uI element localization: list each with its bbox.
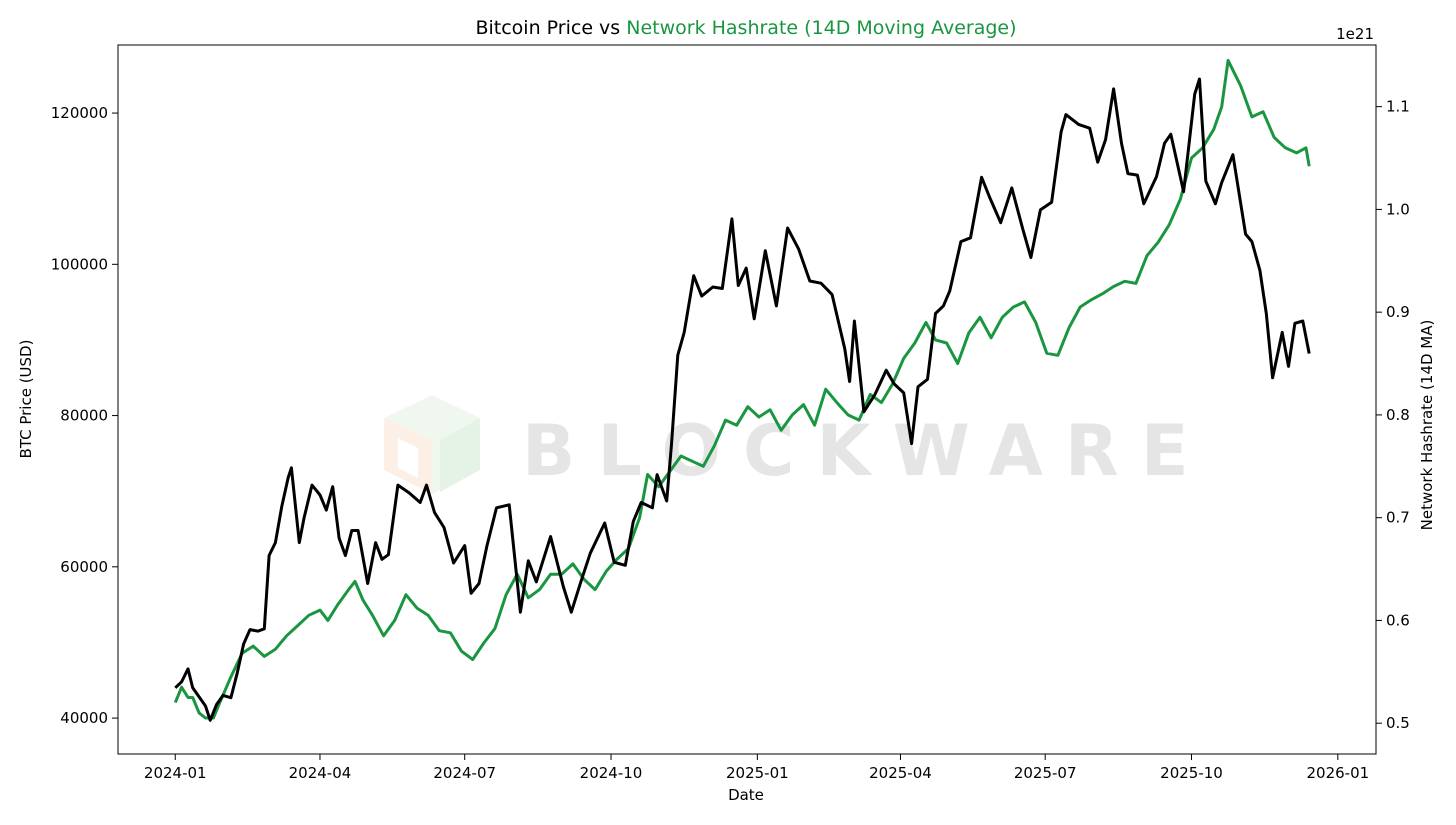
y-right-tick-label: 1.0 (1386, 200, 1410, 218)
chart-title-part2: Network Hashrate (14D Moving Average) (626, 17, 1016, 39)
plot-frame (117, 44, 1377, 755)
y-left-tick-label: 100000 (51, 255, 108, 273)
x-tick-label: 2025-10 (1160, 764, 1223, 782)
y-right-tick-label: 0.8 (1386, 406, 1410, 424)
x-tick-label: 2025-04 (869, 764, 932, 782)
hashrate-series-line (173, 58, 1311, 720)
y-left-tick-label: 40000 (60, 709, 108, 727)
y-right-tick-label: 0.7 (1386, 509, 1410, 527)
x-tick-label: 2025-07 (1014, 764, 1077, 782)
price-series-line (174, 77, 1311, 722)
y-axis-right-label: Network Hashrate (14D MA) (1418, 320, 1436, 531)
y-axis-left-ticks: 40000 60000 80000 100000 120000 (51, 104, 118, 727)
y-right-tick-label: 0.9 (1386, 303, 1410, 321)
x-tick-label: 2024-04 (289, 764, 352, 782)
watermark-text: BLOCKWARE (522, 410, 1211, 492)
x-tick-label: 2025-01 (726, 764, 789, 782)
y-axis-left-label: BTC Price (USD) (17, 340, 35, 459)
x-tick-label: 2024-10 (580, 764, 643, 782)
y-right-tick-label: 1.1 (1386, 98, 1410, 116)
x-axis-label: Date (728, 786, 764, 804)
y-right-tick-label: 0.6 (1386, 611, 1410, 629)
y-left-tick-label: 80000 (60, 407, 108, 425)
y-left-tick-label: 120000 (51, 104, 108, 122)
y-axis-right-offset-label: 1e21 (1336, 25, 1374, 43)
x-axis-ticks: 2024-01 2024-04 2024-07 2024-10 2025-01 2025-… (144, 754, 1369, 782)
x-tick-label: 2024-01 (144, 764, 207, 782)
x-tick-label: 2024-07 (433, 764, 496, 782)
chart-title: Bitcoin Price vs Network Hashrate (14D M… (475, 17, 1016, 39)
y-right-tick-label: 0.5 (1386, 714, 1410, 732)
chart-title-part1: Bitcoin Price vs (475, 17, 626, 39)
x-tick-label: 2026-01 (1306, 764, 1369, 782)
watermark-logo-icon (384, 395, 480, 494)
y-axis-right-ticks: 0.5 0.6 0.7 0.8 0.9 1.0 1.1 (1376, 98, 1410, 732)
y-left-tick-label: 60000 (60, 558, 108, 576)
